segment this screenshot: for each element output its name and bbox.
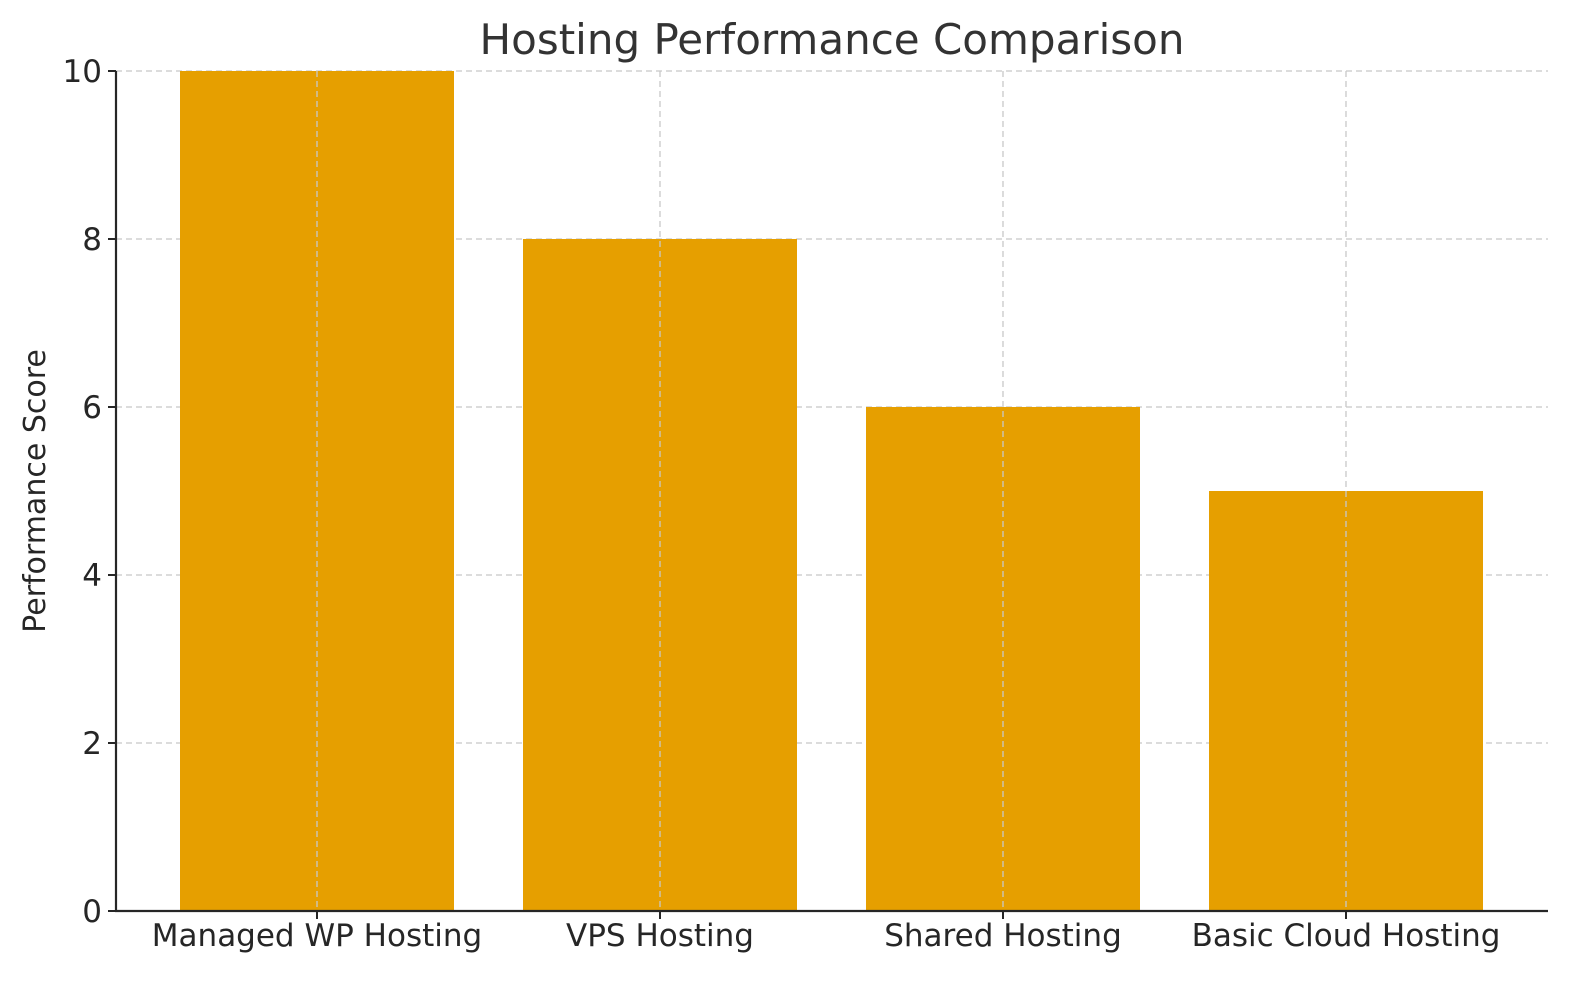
y-tick-label: 4: [82, 558, 102, 594]
x-grid-layer: [316, 71, 1347, 911]
bars-layer: [180, 71, 1483, 911]
y-tick-label: 0: [82, 894, 102, 930]
ticks-layer: 0 2 4 6 8 10 Managed WP Hosting VPS Hosting Shar…: [63, 54, 1501, 954]
y-tick-label: 10: [63, 54, 102, 90]
x-tick-label: Shared Hosting: [884, 918, 1122, 954]
y-tick-label: 2: [82, 726, 102, 762]
x-tick-label: Basic Cloud Hosting: [1192, 918, 1501, 954]
axes-layer: [114, 71, 1548, 913]
x-tick-label: Managed WP Hosting: [152, 918, 482, 954]
y-tick-label: 8: [82, 222, 102, 258]
x-tick-label: VPS Hosting: [566, 918, 754, 954]
y-axis-label: Performance Score: [18, 349, 53, 633]
y-tick-label: 6: [82, 390, 102, 426]
chart-title: Hosting Performance Comparison: [480, 15, 1185, 64]
